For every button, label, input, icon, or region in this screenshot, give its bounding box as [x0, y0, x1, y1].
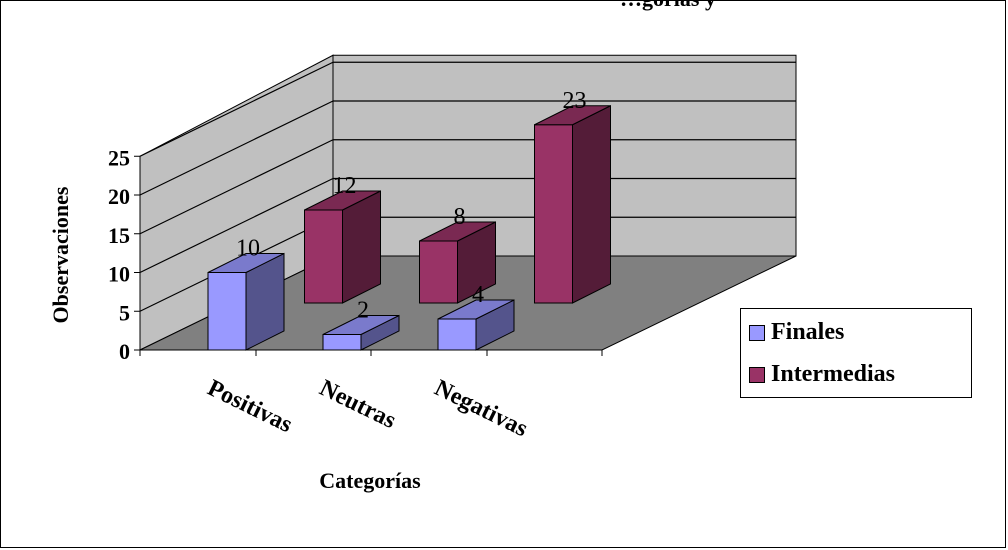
legend-item-finales: Finales — [749, 319, 844, 346]
y-axis-title: Observaciones — [48, 186, 73, 323]
gridline-side — [139, 139, 334, 235]
data-label: 23 — [563, 88, 587, 114]
bar-top — [437, 299, 515, 320]
bar-front — [419, 240, 458, 304]
x-tick-label: Neutras — [315, 375, 399, 434]
data-label: 10 — [236, 236, 260, 262]
bar-front — [304, 209, 343, 304]
chart-title-fragment: …gorías y — [620, 0, 716, 12]
legend-swatch-intermedias — [749, 366, 765, 383]
y-tick-label: 15 — [108, 223, 130, 248]
bar-side — [342, 190, 381, 304]
gridline-side — [139, 61, 334, 157]
bar-front — [322, 334, 362, 351]
x-tick-label: Negativas — [430, 375, 531, 442]
data-label: 4 — [472, 282, 484, 308]
y-tick-label: 20 — [108, 184, 130, 209]
legend: Finales Intermedias — [740, 308, 972, 398]
legend-swatch-finales — [749, 324, 765, 341]
bar-top — [419, 221, 496, 242]
bar-top — [207, 253, 285, 273]
data-label: 8 — [454, 204, 466, 230]
y-tick-label: 0 — [119, 339, 130, 364]
bar-front — [207, 272, 247, 351]
gridline-side — [139, 100, 334, 196]
y-tick-label: 25 — [108, 145, 130, 170]
x-tick-label: Positivas — [203, 375, 296, 438]
x-axis-title: Categorías — [319, 468, 421, 493]
legend-label-intermedias: Intermedias — [771, 361, 895, 387]
bar-top — [322, 315, 400, 335]
bar-top — [304, 190, 381, 211]
bar-top — [534, 105, 611, 126]
data-label: 12 — [333, 173, 357, 199]
bar-front — [534, 124, 573, 304]
bar-side — [572, 104, 611, 304]
bar-front — [437, 318, 477, 351]
y-tick-label: 10 — [108, 262, 130, 287]
legend-item-intermedias: Intermedias — [749, 361, 895, 388]
y-tick-label: 5 — [119, 300, 130, 325]
legend-label-finales: Finales — [771, 319, 845, 345]
data-label: 2 — [357, 298, 369, 324]
gridline-side — [139, 177, 334, 274]
